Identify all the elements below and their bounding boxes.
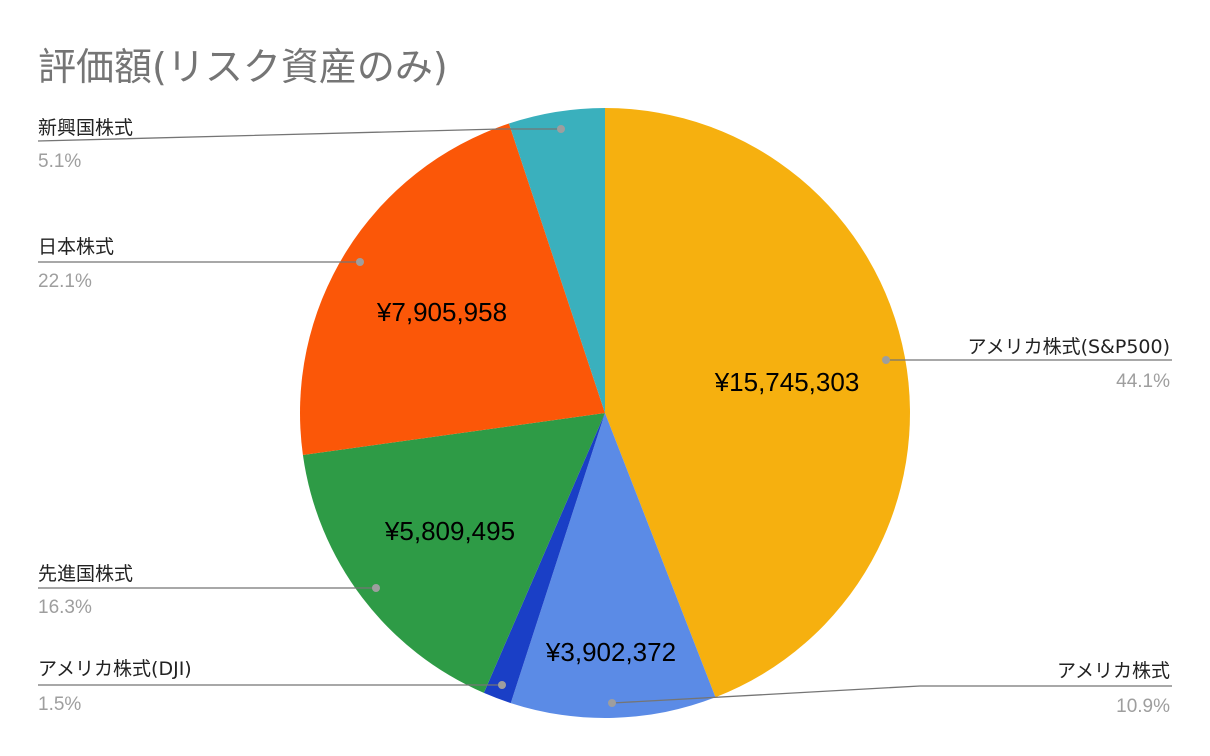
slice-name-label-0: アメリカ株式(S&P500) — [968, 336, 1170, 358]
slice-percent-label-4: 22.1% — [38, 271, 92, 292]
pie-slice-1 — [510, 413, 716, 718]
slice-name-label-3: 先進国株式 — [38, 563, 133, 585]
leader-line-5 — [37, 128, 561, 142]
slice-name-label-2: アメリカ株式(DJI) — [38, 658, 192, 680]
slice-percent-label-1: 10.9% — [1116, 696, 1170, 717]
slice-value-label-3: ¥5,809,495 — [384, 516, 515, 546]
slice-name-label-1: アメリカ株式 — [1057, 660, 1170, 682]
pie-slice-3 — [302, 413, 605, 693]
slice-name-label-5: 新興国株式 — [38, 117, 133, 139]
leader-dot-1 — [608, 699, 616, 707]
chart-title: 評価額(リスク資産のみ) — [38, 45, 448, 89]
leader-dot-0 — [882, 356, 890, 364]
pie-slice-2 — [483, 413, 605, 704]
leader-dot-4 — [356, 258, 364, 266]
slice-value-label-0: ¥15,745,303 — [714, 367, 860, 397]
slice-name-label-4: 日本株式 — [38, 236, 114, 258]
slice-value-label-1: ¥3,902,372 — [545, 637, 676, 667]
leader-line-1 — [611, 685, 1172, 704]
slice-percent-label-3: 16.3% — [38, 597, 92, 618]
pie-slice-0 — [605, 108, 910, 698]
pie-slice-5 — [508, 108, 605, 413]
slice-percent-label-2: 1.5% — [38, 694, 81, 715]
slice-percent-label-0: 44.1% — [1116, 371, 1170, 392]
slice-percent-label-5: 5.1% — [38, 151, 81, 172]
leader-dot-2 — [498, 681, 506, 689]
pie-slice-4 — [300, 123, 605, 456]
leader-dot-5 — [557, 125, 565, 133]
leader-dot-3 — [372, 584, 380, 592]
slice-value-label-4: ¥7,905,958 — [376, 297, 507, 327]
